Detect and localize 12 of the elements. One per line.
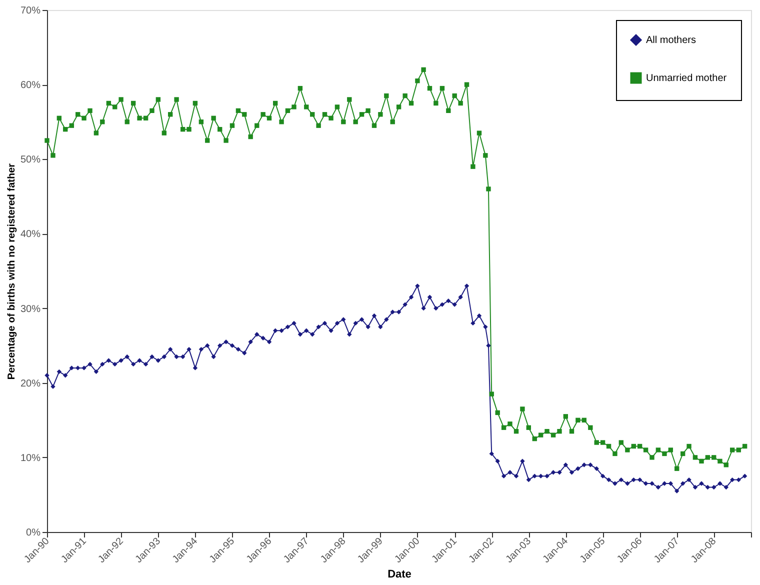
- y-tick-label: 60%: [20, 80, 41, 92]
- legend-label: Unmarried mother: [646, 73, 728, 84]
- y-tick-label: 0%: [26, 528, 41, 538]
- y-tick-label: 50%: [20, 154, 41, 166]
- y-axis-title: Percentage of births with no registered father: [6, 163, 18, 380]
- y-tick-label: 70%: [20, 6, 41, 16]
- y-tick-label: 40%: [20, 229, 41, 240]
- legend-label: All mothers: [646, 35, 696, 46]
- y-tick-label: 20%: [20, 378, 41, 390]
- y-tick-label: 30%: [20, 304, 41, 315]
- y-tick-label: 10%: [20, 452, 41, 464]
- x-axis-title: Date: [388, 568, 412, 581]
